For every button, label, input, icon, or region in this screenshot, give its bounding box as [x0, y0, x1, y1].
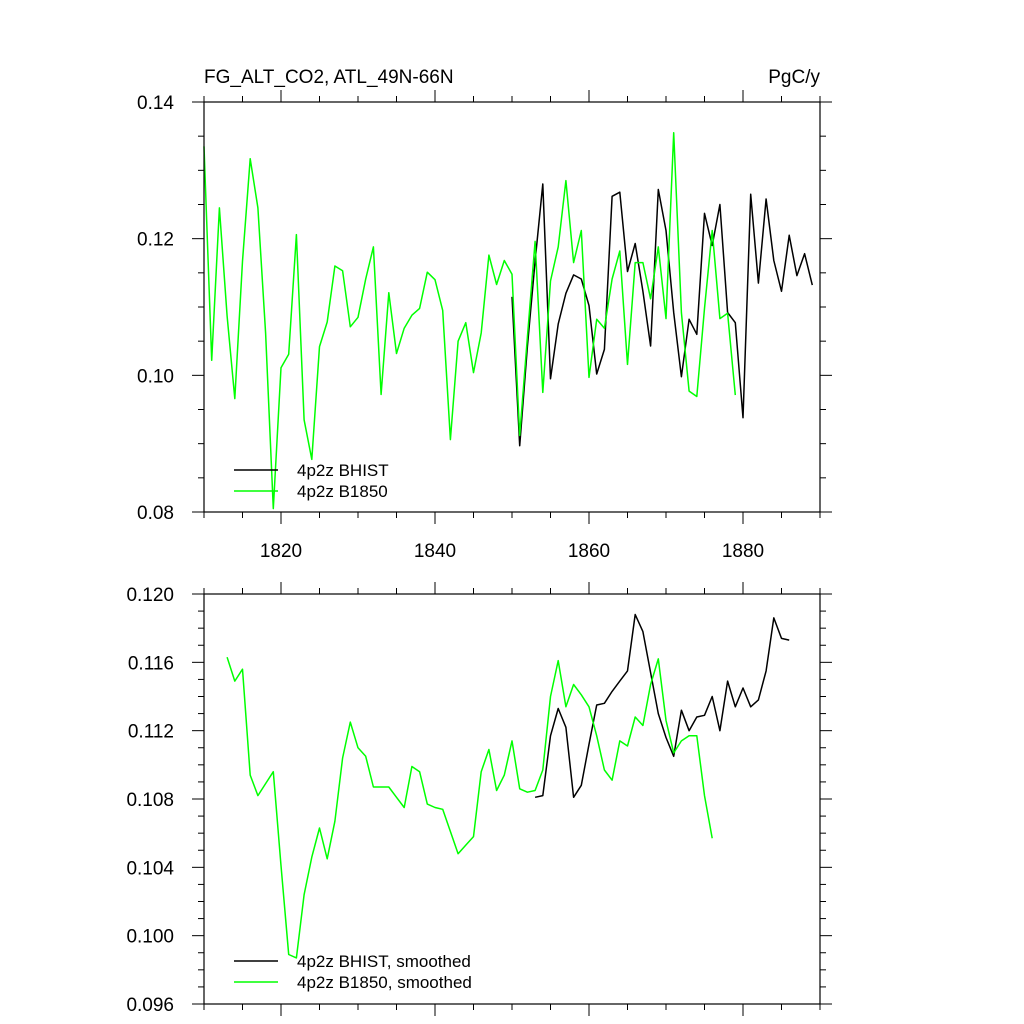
top-panel: FG_ALT_CO2, ATL_49N-66N PgC/y 1820 1840 18…	[137, 67, 832, 562]
legend-label-bhist: 4p2z BHIST	[297, 461, 389, 480]
bottom-panel: 0.096 0.100 0.104 0.108 0.112 0.116 0.120 4p2z…	[126, 582, 832, 1016]
legend-label-bhist-smoothed: 4p2z BHIST, smoothed	[297, 952, 471, 971]
top-panel-title: FG_ALT_CO2, ATL_49N-66N	[204, 67, 454, 88]
y-tick-label: 0.14	[137, 93, 174, 114]
x-tick-label: 1880	[722, 541, 764, 562]
bottom-panel-ticks: 0.096 0.100 0.104 0.108 0.112 0.116 0.120	[126, 582, 832, 1016]
y-tick-label: 0.08	[137, 503, 174, 524]
top-panel-units: PgC/y	[768, 67, 820, 88]
top-panel-legend: 4p2z BHIST 4p2z B1850	[234, 461, 389, 501]
x-tick-label: 1840	[414, 541, 456, 562]
y-tick-label: 0.120	[126, 585, 174, 606]
bottom-panel-frame	[203, 593, 821, 1005]
y-tick-label: 0.12	[137, 230, 174, 251]
legend-label-b1850: 4p2z B1850	[297, 482, 388, 501]
series-line-1	[226, 656, 713, 959]
legend-label-b1850-smoothed: 4p2z B1850, smoothed	[297, 973, 472, 992]
series-line-0	[511, 183, 814, 447]
y-tick-label: 0.108	[126, 790, 174, 811]
y-tick-label: 0.100	[126, 927, 174, 948]
bottom-panel-legend: 4p2z BHIST, smoothed 4p2z B1850, smoothe…	[234, 952, 472, 992]
top-panel-frame	[203, 101, 821, 513]
y-tick-label: 0.116	[128, 653, 174, 674]
y-tick-label: 0.104	[126, 858, 174, 879]
series-line-1	[203, 132, 737, 510]
y-tick-label: 0.10	[137, 366, 174, 387]
series-line-0	[534, 613, 790, 799]
y-tick-label: 0.112	[128, 722, 174, 743]
top-panel-ticks: 1820 1840 1860 1880 0.08 0.10 0.12 0.14	[137, 90, 832, 562]
top-panel-series	[203, 132, 814, 510]
x-tick-label: 1820	[260, 541, 302, 562]
bottom-panel-series	[226, 613, 790, 959]
y-tick-label: 0.096	[126, 995, 174, 1016]
x-tick-label: 1860	[568, 541, 610, 562]
